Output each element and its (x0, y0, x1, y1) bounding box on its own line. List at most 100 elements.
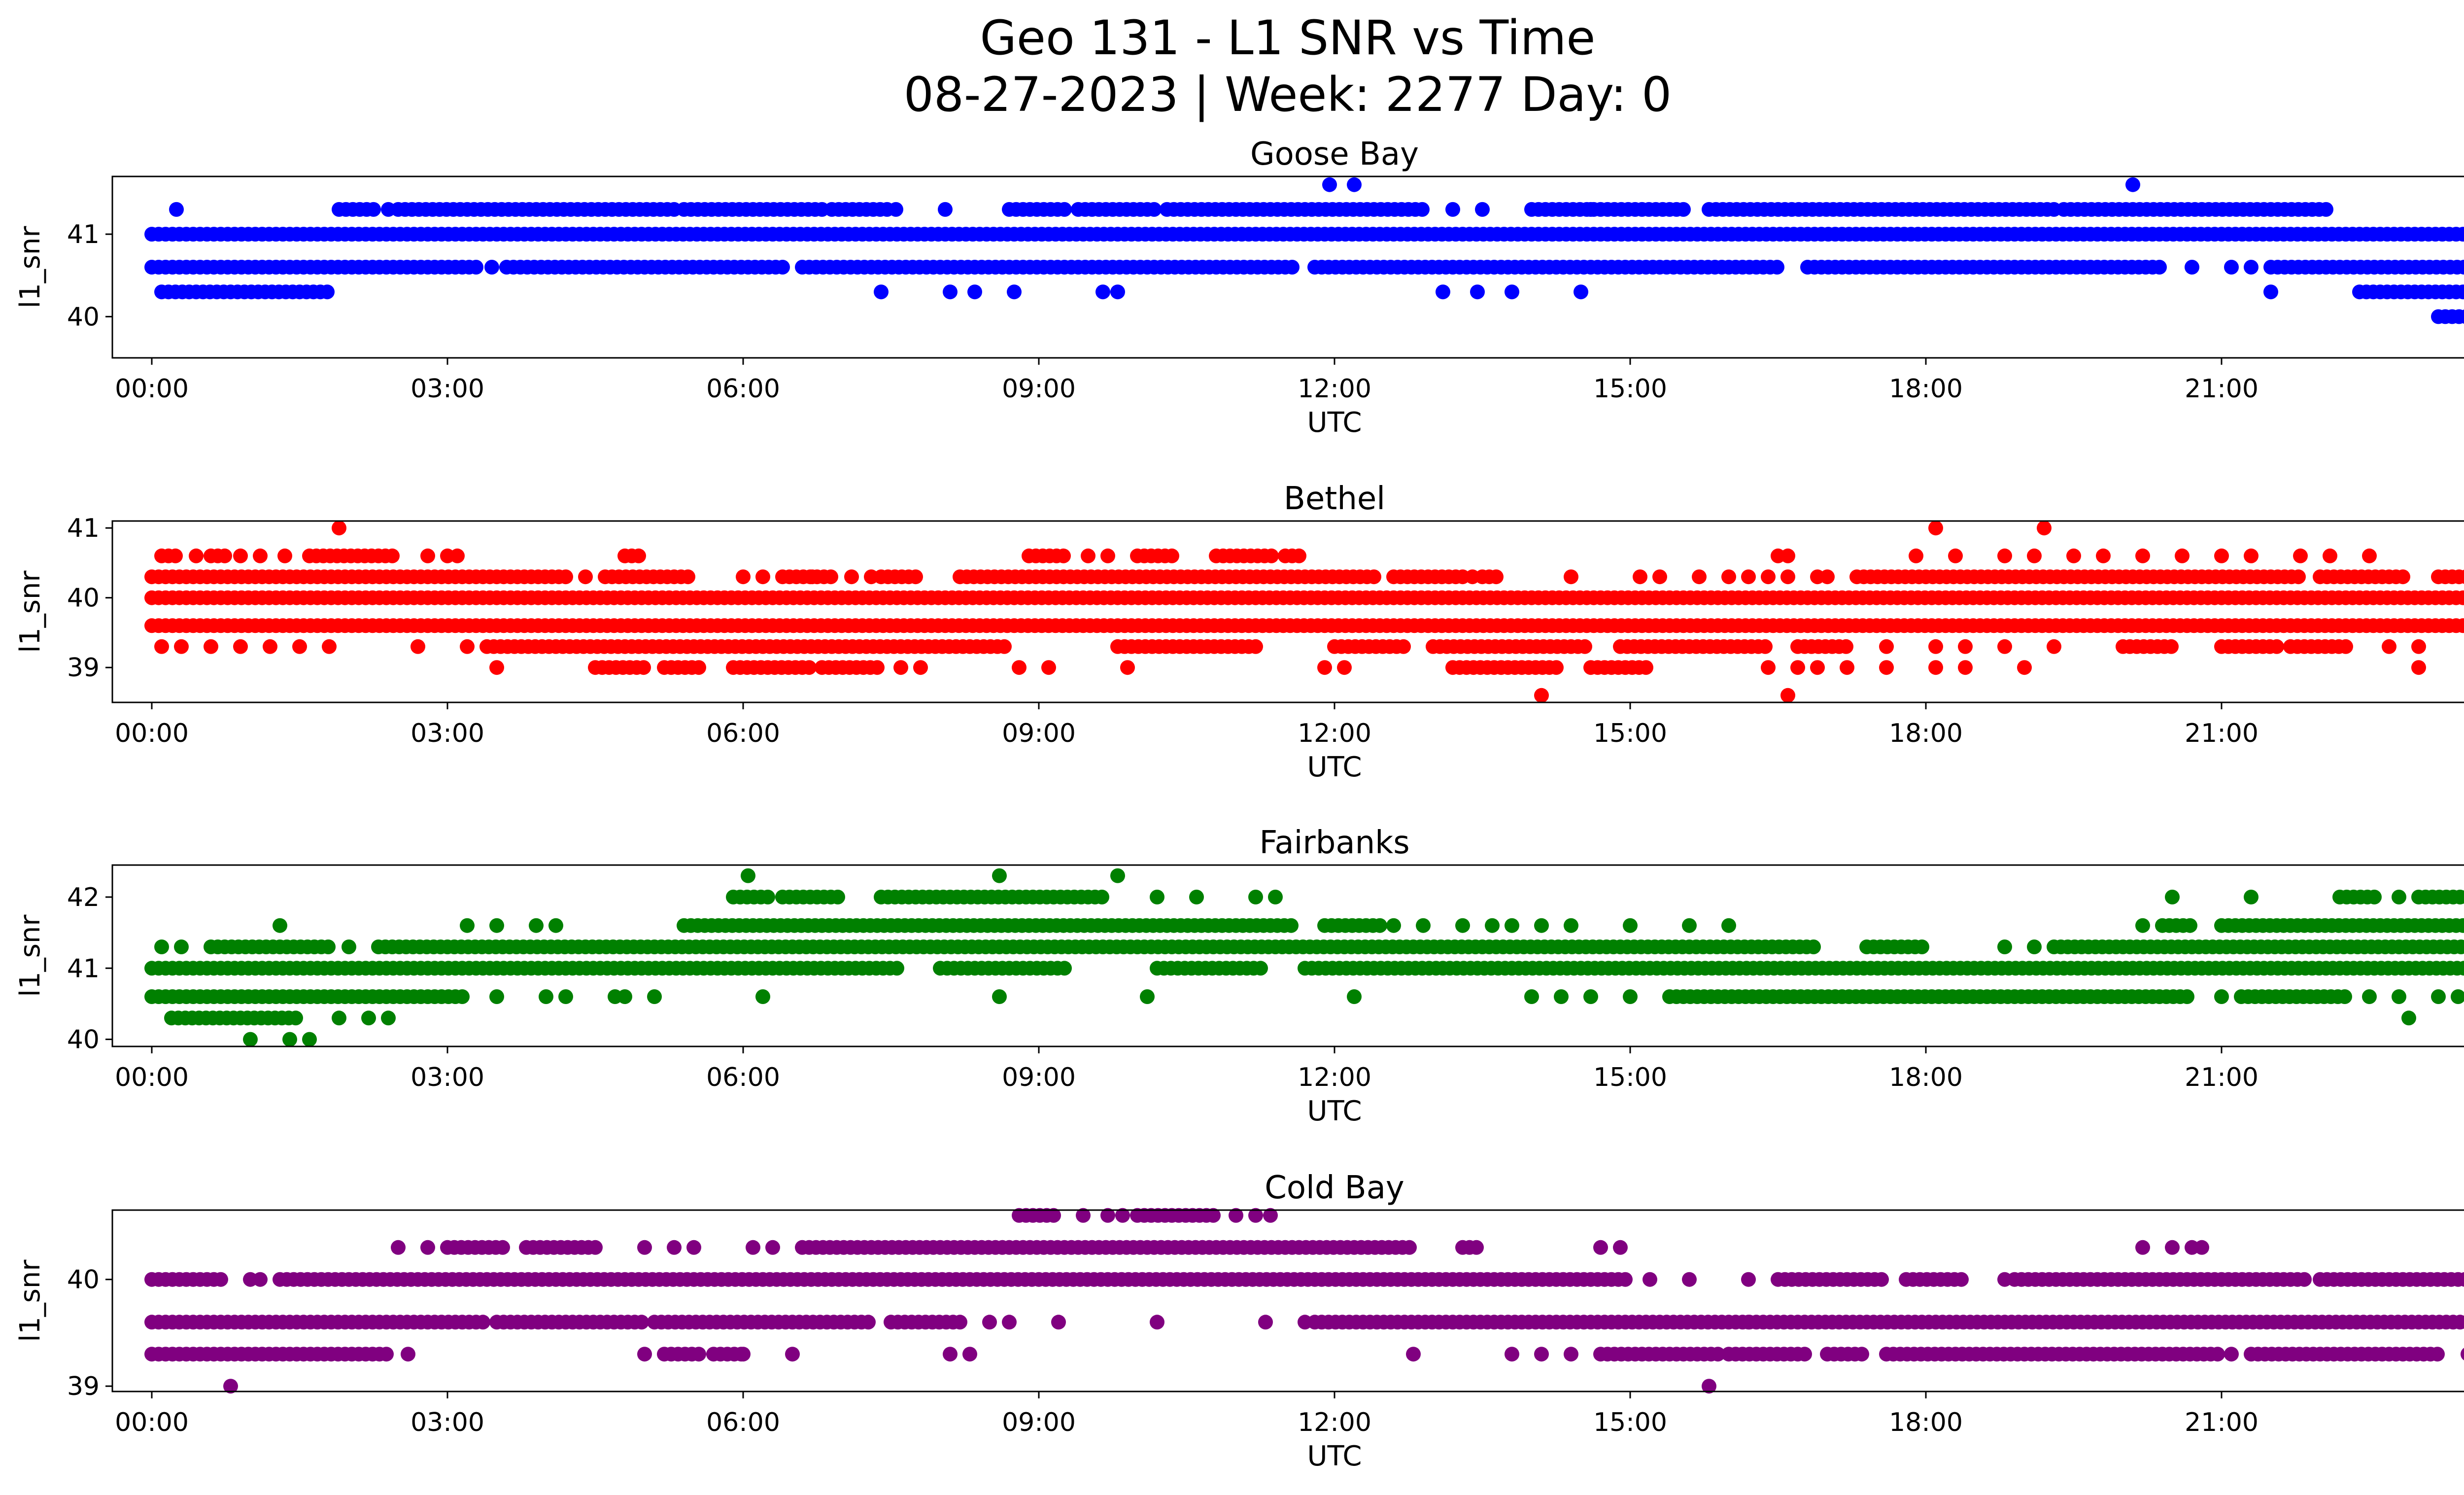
x-tick-label: 03:00 (411, 719, 484, 748)
data-point (529, 918, 544, 933)
data-point (401, 1347, 415, 1362)
data-point (2457, 260, 2464, 275)
x-axis-label: UTC (1307, 751, 1362, 783)
data-point (1189, 889, 1204, 904)
data-point (1115, 1208, 1130, 1223)
x-tick-label: 15:00 (1593, 1408, 1667, 1437)
data-point (213, 1272, 228, 1287)
data-point (154, 639, 169, 654)
data-point (2337, 989, 2352, 1004)
data-point (1470, 284, 1485, 300)
data-point (1248, 889, 1263, 904)
data-point (2456, 227, 2464, 242)
data-point (288, 1010, 303, 1026)
y-tick-label: 39 (67, 653, 100, 683)
subplot-fairbanks: Fairbanks 00:00 03:00 06:00 09:00 12:00 15:00 1… (14, 825, 2464, 1127)
y-tick-label: 41 (67, 514, 100, 543)
data-point (2027, 939, 2042, 954)
x-tick-label: 18:00 (1889, 1063, 1963, 1092)
data-point (1012, 660, 1027, 675)
data-point (2244, 889, 2259, 904)
data-point (943, 1347, 958, 1362)
data-point (1268, 889, 1283, 904)
data-point (411, 639, 425, 654)
data-point (1549, 660, 1564, 675)
data-point (1485, 918, 1500, 933)
data-point (1322, 177, 1337, 192)
data-point (1367, 569, 1381, 585)
data-point (420, 548, 435, 563)
data-point (1253, 961, 1268, 976)
data-point (469, 260, 483, 275)
data-point (489, 918, 504, 933)
x-tick-label: 09:00 (1002, 1063, 1076, 1092)
data-point (460, 918, 475, 933)
data-point (273, 918, 287, 933)
data-point (1263, 1208, 1278, 1223)
data-point (1110, 868, 1125, 883)
data-point (1057, 202, 1072, 217)
data-point (1780, 569, 1795, 585)
y-tick-label: 41 (67, 954, 100, 983)
data-point (637, 1240, 652, 1255)
data-point (2456, 918, 2464, 933)
data-point (805, 569, 820, 585)
x-axis-label: UTC (1307, 1440, 1362, 1472)
data-point (2214, 548, 2229, 563)
subplot-bethel: Bethel 00:00 03:00 06:00 09:00 12:00 15:00 18:0… (14, 481, 2464, 783)
data-point (1643, 1272, 1657, 1287)
data-point (1505, 284, 1519, 300)
data-point (2224, 1347, 2239, 1362)
data-point (2096, 548, 2111, 563)
data-point (1140, 989, 1155, 1004)
data-point (450, 548, 465, 563)
data-point (1402, 1240, 1417, 1255)
data-point (1721, 918, 1736, 933)
data-point (1465, 569, 1480, 585)
data-point (1248, 1208, 1263, 1223)
data-point (2135, 548, 2150, 563)
data-point (385, 548, 400, 563)
data-point (765, 1240, 780, 1255)
data-point (420, 1240, 435, 1255)
data-point (1954, 1272, 1969, 1287)
data-point (1879, 660, 1894, 675)
data-point (1840, 660, 1854, 675)
data-point (2463, 230, 2464, 239)
data-point (785, 1347, 800, 1362)
data-point (2457, 961, 2464, 976)
data-point (2125, 177, 2140, 192)
data-point (1761, 569, 1776, 585)
data-point (1879, 639, 1894, 654)
x-tick-label: 00:00 (115, 1063, 189, 1092)
data-point (2152, 260, 2167, 275)
x-tick-label: 03:00 (411, 1408, 484, 1437)
x-tick-label: 21:00 (2185, 1408, 2259, 1437)
data-point (1100, 1208, 1115, 1223)
data-point (2244, 260, 2259, 275)
data-point (967, 284, 982, 300)
data-point (302, 1032, 317, 1047)
y-axis-label: l1_snr (14, 914, 46, 997)
data-point (1583, 989, 1598, 1004)
data-point (982, 1315, 997, 1330)
data-point (233, 639, 248, 654)
data-point (2185, 260, 2199, 275)
data-point (1534, 688, 1549, 703)
data-point (1997, 639, 2012, 654)
data-point (953, 1315, 967, 1330)
data-point (1780, 688, 1795, 703)
data-point (1741, 1315, 1756, 1330)
data-point (2461, 1348, 2464, 1360)
data-point (1780, 548, 1795, 563)
data-point (2431, 989, 2446, 1004)
data-point (1839, 639, 1853, 654)
data-point (1997, 548, 2012, 563)
data-point (2460, 890, 2464, 904)
data-point (2297, 1272, 2312, 1287)
data-point (1958, 660, 1973, 675)
data-point (1505, 918, 1519, 933)
data-point (460, 639, 475, 654)
data-point (1797, 1347, 1812, 1362)
data-point (243, 1032, 258, 1047)
